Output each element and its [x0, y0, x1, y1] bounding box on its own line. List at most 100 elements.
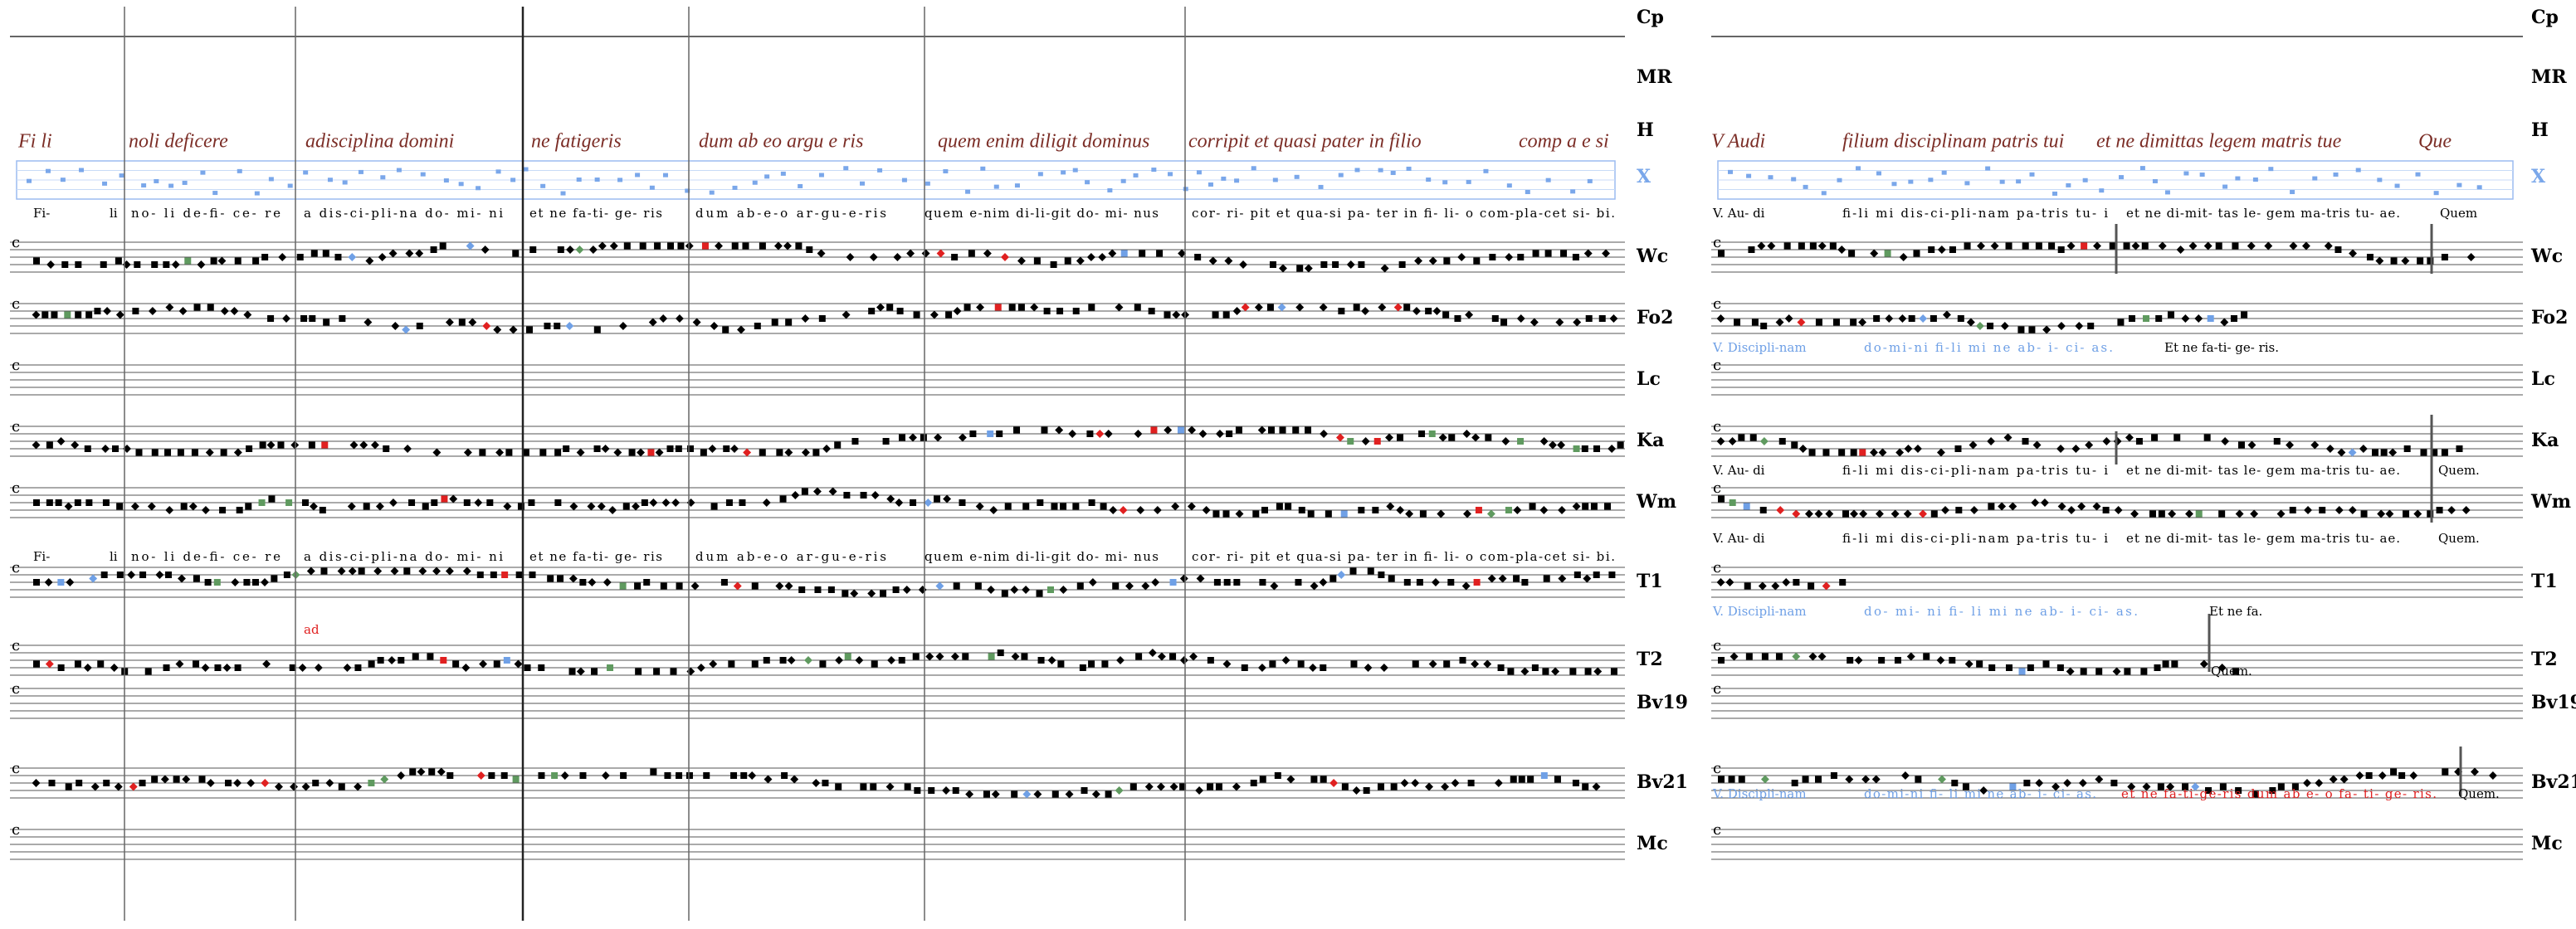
lyric: do-mi-ni fi- li mi ne ab- i- ci- as.	[1864, 786, 2096, 801]
neume	[160, 775, 169, 784]
neume	[1758, 581, 1767, 591]
neume	[1358, 261, 1365, 268]
neume	[1001, 590, 1008, 597]
neume	[210, 257, 217, 265]
neume	[45, 659, 54, 669]
neume	[2141, 242, 2149, 250]
neume	[1829, 242, 1837, 250]
neume	[2085, 440, 2094, 450]
neume	[2040, 499, 2049, 507]
neume	[1235, 426, 1242, 434]
neume	[1177, 426, 1184, 434]
neume	[1808, 652, 1817, 661]
neume	[1543, 575, 1550, 582]
neume	[197, 260, 206, 269]
neume	[321, 441, 329, 449]
neume	[1319, 578, 1328, 586]
neume	[1086, 253, 1095, 261]
neume	[1734, 319, 1741, 326]
neume	[1022, 586, 1031, 594]
neume	[2215, 242, 2222, 250]
neume	[363, 503, 370, 510]
neume	[262, 659, 271, 669]
neume	[322, 250, 329, 257]
neume	[1129, 783, 1137, 790]
x-neume	[1768, 175, 1773, 180]
neume	[1593, 445, 1601, 452]
neume	[834, 441, 842, 449]
neume	[90, 782, 100, 791]
neume	[466, 241, 475, 250]
neume	[220, 449, 227, 456]
neume	[1346, 260, 1355, 269]
clef: c	[12, 821, 20, 839]
neume	[587, 502, 596, 511]
x-neume	[2476, 185, 2482, 190]
neume	[1310, 581, 1319, 591]
neume	[65, 783, 72, 790]
neume	[1457, 253, 1466, 261]
neume	[462, 567, 471, 576]
neume	[61, 261, 69, 268]
neume	[2431, 449, 2438, 456]
neume	[2349, 249, 2357, 258]
neume	[650, 768, 657, 776]
neume	[246, 445, 253, 452]
neume	[46, 499, 53, 506]
neume	[2112, 667, 2121, 676]
neume	[493, 325, 502, 334]
neume	[1510, 776, 1517, 783]
neume	[97, 660, 105, 668]
neume	[628, 449, 636, 456]
row-label: H	[1637, 119, 1654, 141]
neume	[620, 772, 627, 779]
neume	[1975, 322, 1984, 330]
neume	[1091, 790, 1100, 799]
x-neume	[476, 186, 481, 191]
x-neume	[458, 182, 464, 187]
neume	[843, 492, 851, 499]
neume	[677, 242, 685, 250]
neume	[733, 581, 742, 591]
neume	[1930, 510, 1938, 518]
neume	[1463, 509, 1471, 518]
neume	[416, 323, 423, 329]
neume	[476, 572, 484, 578]
neume	[233, 779, 242, 787]
clef: c	[12, 295, 20, 313]
neume	[2218, 510, 2226, 518]
x-neume	[1587, 178, 1593, 183]
neume	[2456, 445, 2463, 452]
x-neume	[732, 185, 738, 190]
neume	[1241, 303, 1250, 312]
neume	[2109, 242, 2116, 250]
neume	[785, 319, 793, 326]
x-neume	[980, 166, 986, 171]
neume	[588, 246, 598, 254]
neume	[1385, 433, 1393, 442]
lyric: dum ab-e-o ar-gu-e-ris	[695, 549, 886, 564]
row-label: MR	[2531, 66, 2567, 88]
lyric: cor- ri- pit et qua-si pa- ter in fi- li…	[1192, 206, 1615, 221]
neume	[1516, 314, 1525, 323]
neume	[446, 772, 454, 779]
x-neume	[154, 178, 159, 183]
neume	[1555, 318, 1564, 327]
neume	[983, 790, 990, 798]
neume	[2401, 256, 2410, 265]
neume	[1008, 304, 1016, 311]
neume	[432, 448, 442, 457]
neume	[2277, 783, 2285, 790]
row-label: Wm	[1636, 491, 1676, 513]
neume	[2232, 668, 2239, 675]
neume	[2359, 445, 2368, 453]
neume	[1380, 264, 1389, 273]
neume	[1558, 574, 1567, 583]
neume	[1222, 510, 1230, 518]
x-neume	[576, 178, 582, 182]
x-neume	[1985, 166, 1991, 171]
neume	[2035, 242, 2042, 250]
neume	[818, 315, 826, 322]
neume	[114, 782, 123, 791]
neume	[1076, 256, 1085, 265]
